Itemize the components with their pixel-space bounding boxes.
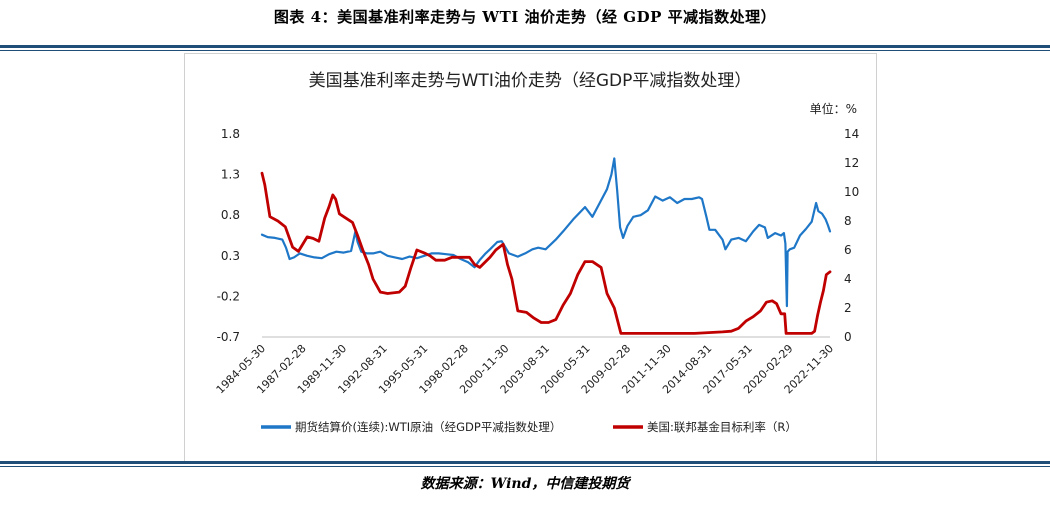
y-right-tick-label: 4	[844, 272, 852, 286]
axes-group: -0.7-0.20.30.81.31.8024681012141984-05-3…	[214, 127, 860, 396]
y-right-tick-label: 0	[844, 330, 852, 344]
bottom-rule	[0, 461, 1050, 464]
plot-group	[260, 157, 832, 335]
chart-svg: 美国基准利率走势与WTI油价走势（经GDP平减指数处理） 单位：% -0.7 -0…	[214, 71, 860, 434]
top-rule	[0, 45, 1050, 48]
y-left-tick-label: -0.2	[217, 289, 240, 303]
y-right-tick-label: 14	[844, 127, 859, 141]
y-left-tick-label: 1.8	[221, 127, 240, 141]
y-right-tick-label: 6	[844, 243, 852, 257]
legend-label-oil: 期货结算价(连续):WTI原油（经GDP平减指数处理）	[295, 420, 561, 434]
document-caption: 图表 4：美国基准利率走势与 WTI 油价走势（经 GDP 平减指数处理）	[273, 8, 777, 26]
chart-legend: 期货结算价(连续):WTI原油（经GDP平减指数处理） 美国:联邦基金目标利率（…	[261, 420, 797, 434]
chart-title: 美国基准利率走势与WTI油价走势（经GDP平减指数处理）	[309, 71, 752, 91]
y-right-tick-label: 12	[844, 156, 859, 170]
y-left-tick-label: 0.3	[221, 249, 240, 263]
y-left-tick-label: 1.3	[221, 168, 240, 182]
chart-frame: 美国基准利率走势与WTI油价走势（经GDP平减指数处理） 单位：% -0.7 -0…	[184, 53, 877, 462]
y-left-tick-label: -0.7	[217, 330, 240, 344]
top-rule-thin	[0, 49, 1050, 51]
right-axis-unit: 单位：%	[810, 101, 857, 116]
series-line-wti-oil	[260, 157, 832, 308]
series-line-fed-rate	[260, 171, 832, 335]
y-right-tick-label: 2	[844, 301, 852, 315]
y-right-tick-label: 10	[844, 185, 859, 199]
y-left-tick-label: 0.8	[221, 208, 240, 222]
bottom-rule-thin	[0, 465, 1050, 467]
legend-label-rate: 美国:联邦基金目标利率（R）	[647, 420, 797, 434]
data-source-note: 数据来源：Wind，中信建投期货	[420, 476, 630, 492]
y-right-tick-label: 8	[844, 214, 852, 228]
